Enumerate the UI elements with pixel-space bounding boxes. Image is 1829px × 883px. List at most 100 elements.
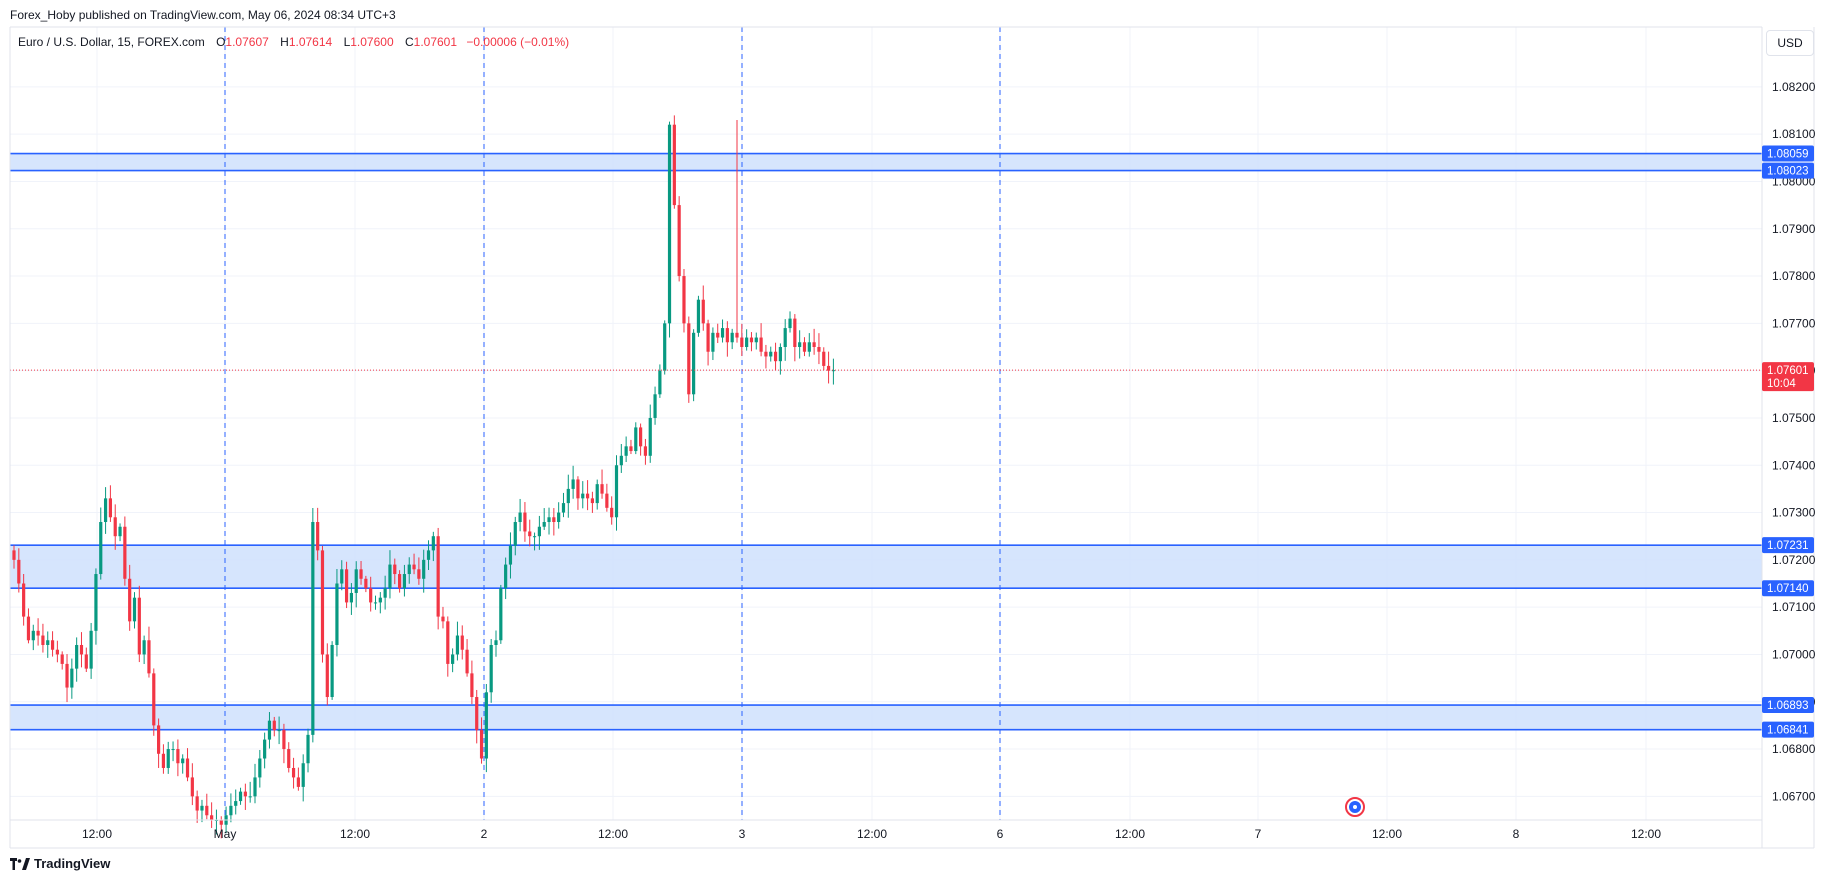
candle-body-up (31, 630, 35, 641)
time-tick-label: 7 (1255, 827, 1262, 841)
candle-body-up (431, 536, 435, 551)
candle-body-down (436, 536, 440, 617)
time-axis[interactable]: 12:00 May 12:00 2 12:00 3 12:00 6 12:00 7 12:00 8 12… (82, 827, 1661, 841)
candle-body-up (75, 644, 79, 669)
candle-body-up (263, 739, 267, 759)
candle-body-up (754, 337, 758, 343)
zone-band (10, 153, 1762, 171)
candle-body-down (50, 640, 55, 650)
candle-body-down (79, 644, 84, 655)
price-tick-label: 1.06700 (1772, 789, 1816, 803)
low-label: L (343, 35, 351, 49)
candle-body-down (398, 574, 402, 589)
candle-body-down (243, 791, 247, 797)
candle-body-down (523, 512, 527, 532)
time-tick-label: 12:00 (1631, 827, 1661, 841)
candle-body-down (764, 351, 768, 357)
candle-body-up (426, 550, 431, 560)
bar-countdown-label: 10:04 (1767, 378, 1796, 390)
candle-body-up (349, 592, 353, 603)
candle-body-down (185, 758, 190, 778)
candle-body-up (807, 342, 811, 352)
candle-body-up (166, 749, 170, 768)
time-tick-label: 6 (997, 827, 1004, 841)
candle-body-up (103, 498, 108, 523)
zone-price-tag (1762, 697, 1814, 714)
candle-body-down (475, 697, 479, 731)
price-tick-label: 1.07700 (1772, 316, 1816, 330)
candle-body-down (316, 522, 320, 551)
candle-body-down (359, 569, 363, 579)
candle-body-down (60, 654, 64, 664)
zone-price-tag (1762, 162, 1814, 179)
candle-body-down (296, 777, 300, 787)
candle-body-down (643, 446, 648, 456)
high-value: 1.07614 (288, 35, 333, 49)
economic-event-icon[interactable] (1345, 797, 1365, 817)
price-tags: 1.08059 1.08023 1.07231 1.07140 1.06893 1.068… (1762, 145, 1814, 738)
candle-body-up (422, 559, 426, 579)
candle-body-up (571, 479, 575, 489)
candle-body-down (147, 640, 151, 674)
time-tick-label: May (214, 827, 237, 841)
zone-price-tag-label: 1.08059 (1767, 149, 1809, 161)
candle-body-down (605, 493, 609, 508)
candle-body-up (335, 583, 339, 645)
currency-button[interactable]: USD (1766, 30, 1814, 56)
candle-body-up (229, 805, 233, 816)
candle-body-down (190, 777, 194, 797)
candle-body-up (455, 635, 460, 655)
candle-body-down (465, 649, 469, 674)
candle-body-up (451, 654, 455, 664)
candle-body-up (489, 644, 493, 693)
low-value: 1.07600 (350, 35, 394, 49)
open-value: 1.07607 (225, 35, 269, 49)
zone-price-tag-label: 1.07231 (1767, 540, 1809, 552)
candle-body-down (817, 347, 821, 352)
candle-body-up (658, 370, 662, 395)
price-tick-label: 1.07100 (1772, 600, 1816, 614)
candle-body-down (123, 526, 127, 579)
candle-body-down (460, 635, 464, 650)
candle-body-up (542, 522, 546, 527)
candle-body-up (547, 517, 551, 523)
candle-body-down (36, 630, 40, 636)
candle-body-up (402, 574, 407, 589)
last-price-tag (1762, 362, 1814, 392)
candle-body-down (205, 805, 209, 816)
candle-body-down (393, 564, 397, 575)
candle-body-up (484, 692, 488, 759)
candle-body-up (513, 522, 517, 546)
zone-band (10, 545, 1762, 589)
candle-body-up (70, 668, 74, 688)
candle-body-up (267, 720, 272, 740)
candle-body-down (716, 332, 720, 338)
grid (10, 27, 1762, 820)
candle-body-down (22, 583, 26, 617)
candle-body-down (793, 318, 797, 347)
candle-body-up (581, 493, 585, 499)
candle-body-down (26, 616, 31, 641)
candle-body-down (12, 550, 16, 560)
zone-price-tag-label: 1.06841 (1767, 725, 1809, 737)
candle-body-down (219, 820, 223, 825)
candle-body-down (802, 342, 807, 352)
symbol-legend[interactable]: Euro / U.S. Dollar, 15, FOREX.com O1.076… (18, 35, 569, 49)
candle-body-up (330, 644, 334, 698)
time-tick-label: 12:00 (1372, 827, 1402, 841)
candle-body-up (99, 522, 103, 575)
time-tick-label: 2 (481, 827, 488, 841)
candle-body-up (407, 564, 411, 575)
close-value: 1.07601 (413, 35, 458, 49)
candle-body-up (730, 332, 734, 343)
candle-body-down (749, 337, 754, 343)
brand[interactable]: TradingView (10, 856, 110, 871)
price-tick-label: 1.07900 (1772, 222, 1816, 236)
candle-body-up (769, 351, 773, 357)
candle-body-up (340, 569, 344, 584)
candle-body-down (210, 815, 214, 820)
candle-body-up (619, 455, 623, 466)
price-tick-label: 1.07200 (1772, 553, 1816, 567)
price-tick-label: 1.06800 (1772, 742, 1816, 756)
